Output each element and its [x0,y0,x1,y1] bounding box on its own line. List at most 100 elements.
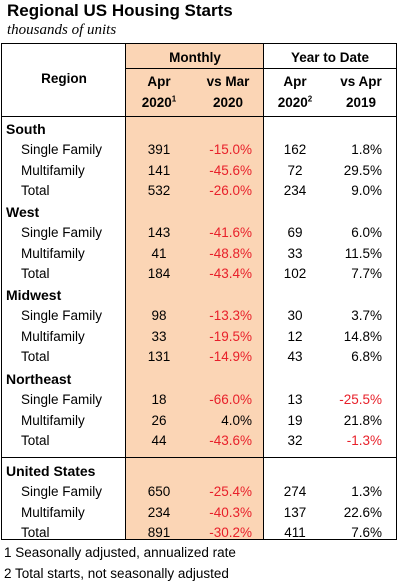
header-col4-line1: vs Apr [340,74,382,89]
cell-apr-2020: 650 [147,484,171,499]
cell-vs-mar-2020: -15.0% [209,142,252,157]
group-label: South [6,121,46,137]
row-label: Multifamily [21,245,85,261]
housing-starts-table: Region Monthly Year to Date Apr 20201 vs… [1,43,397,540]
cell-ytd-apr-2020: 33 [287,245,303,261]
header-col3-line1: Apr [283,74,307,89]
cell-apr-2020: 41 [151,245,167,261]
row-label: Single Family [21,142,103,157]
cell-ytd-apr-2020: 72 [287,162,303,178]
cell-ytd-apr-2020: 274 [283,484,307,499]
header-region: Region [41,71,87,86]
cell-ytd-apr-2020: 411 [284,525,306,540]
cell-vs-mar-2020: -25.4% [209,484,252,499]
cell-ytd-apr-2020: 43 [287,349,303,364]
group-label: Northeast [6,371,72,387]
cell-vs-mar-2020: -30.2% [209,525,252,540]
cell-vs-apr-2019: 1.3% [351,484,382,499]
cell-apr-2020: 98 [151,308,167,323]
header-col4-line2: 2019 [345,95,377,110]
cell-ytd-apr-2020: 12 [287,328,303,344]
cell-vs-mar-2020: -41.6% [209,225,252,240]
header-monthly: Monthly [169,50,221,65]
cell-vs-apr-2019: 21.8% [343,412,382,428]
cell-apr-2020: 33 [151,328,167,344]
row-label: Total [21,183,50,198]
cell-vs-apr-2019: 14.8% [343,328,382,344]
header-ytd: Year to Date [290,50,370,65]
header-col2-line1: vs Mar [206,74,250,89]
cell-vs-mar-2020: -45.6% [209,162,252,178]
cell-vs-mar-2020: -66.0% [209,392,252,407]
monthly-shade [126,44,264,539]
cell-vs-apr-2019: 7.6% [351,525,382,540]
cell-vs-apr-2019: 7.7% [351,266,382,281]
header-col1-line1: Apr [147,74,171,89]
cell-vs-mar-2020: -40.3% [209,504,252,520]
group-label: Midwest [6,287,62,303]
cell-vs-apr-2019: 1.8% [351,142,382,157]
cell-vs-apr-2019: -25.5% [339,392,382,407]
cell-apr-2020: 184 [147,266,171,281]
header-col2-line2: 2020 [212,95,244,110]
cell-vs-apr-2019: 9.0% [351,183,382,198]
cell-ytd-apr-2020: 162 [283,142,307,157]
cell-vs-mar-2020: -26.0% [209,183,252,198]
cell-vs-mar-2020: -43.4% [209,266,252,281]
row-label: Single Family [21,308,103,323]
row-label: Total [21,266,50,281]
cell-vs-apr-2019: 29.5% [343,162,382,178]
header-col1-line2: 20201 [141,94,177,110]
divider-subheader [126,68,396,69]
cell-ytd-apr-2020: 30 [287,308,303,323]
row-label: Single Family [21,225,103,240]
cell-ytd-apr-2020: 137 [283,504,307,520]
chart-subtitle: thousands of units [7,22,117,38]
cell-apr-2020: 18 [151,392,167,407]
header-col3-line2: 20202 [277,94,313,110]
row-label: Multifamily [21,412,85,428]
group-label: United States [6,463,96,479]
cell-ytd-apr-2020: 13 [287,392,303,407]
cell-ytd-apr-2020: 102 [283,266,307,281]
divider-us [2,457,396,458]
row-label: Multifamily [21,504,85,520]
row-label: Multifamily [21,162,85,178]
group-label: West [6,204,40,220]
cell-vs-mar-2020: -19.5% [209,328,252,344]
footnote-2: 2 Total starts, not seasonally adjusted [4,566,229,581]
row-label: Single Family [21,392,103,407]
footnote-1: 1 Seasonally adjusted, annualized rate [4,545,236,560]
cell-apr-2020: 44 [151,433,167,448]
cell-apr-2020: 891 [147,525,171,540]
cell-vs-mar-2020: -13.3% [209,308,252,323]
cell-ytd-apr-2020: 19 [287,412,303,428]
divider-region [125,44,126,539]
row-label: Multifamily [21,328,85,344]
cell-vs-mar-2020: -43.6% [209,433,252,448]
row-label: Single Family [21,484,103,499]
cell-vs-apr-2019: 3.7% [351,308,382,323]
divider-monthly [263,44,264,539]
cell-apr-2020: 141 [147,162,171,178]
cell-ytd-apr-2020: 69 [287,225,303,240]
cell-vs-apr-2019: 6.8% [351,349,382,364]
cell-ytd-apr-2020: 32 [287,433,303,448]
cell-vs-mar-2020: 4.0% [221,412,252,428]
cell-apr-2020: 391 [147,142,171,157]
cell-vs-apr-2019: 6.0% [351,225,382,240]
row-label: Total [21,433,50,448]
row-label: Total [21,525,50,540]
cell-vs-apr-2019: 22.6% [343,504,382,520]
cell-apr-2020: 131 [147,349,171,364]
cell-apr-2020: 532 [147,183,171,198]
divider-header [2,116,396,117]
cell-vs-mar-2020: -14.9% [209,349,252,364]
row-label: Total [21,349,50,364]
cell-vs-apr-2019: -1.3% [346,433,382,448]
cell-vs-apr-2019: 11.5% [344,245,382,261]
cell-apr-2020: 234 [147,504,171,520]
chart-title: Regional US Housing Starts [7,1,233,20]
cell-apr-2020: 143 [147,225,171,240]
cell-apr-2020: 26 [151,412,167,428]
